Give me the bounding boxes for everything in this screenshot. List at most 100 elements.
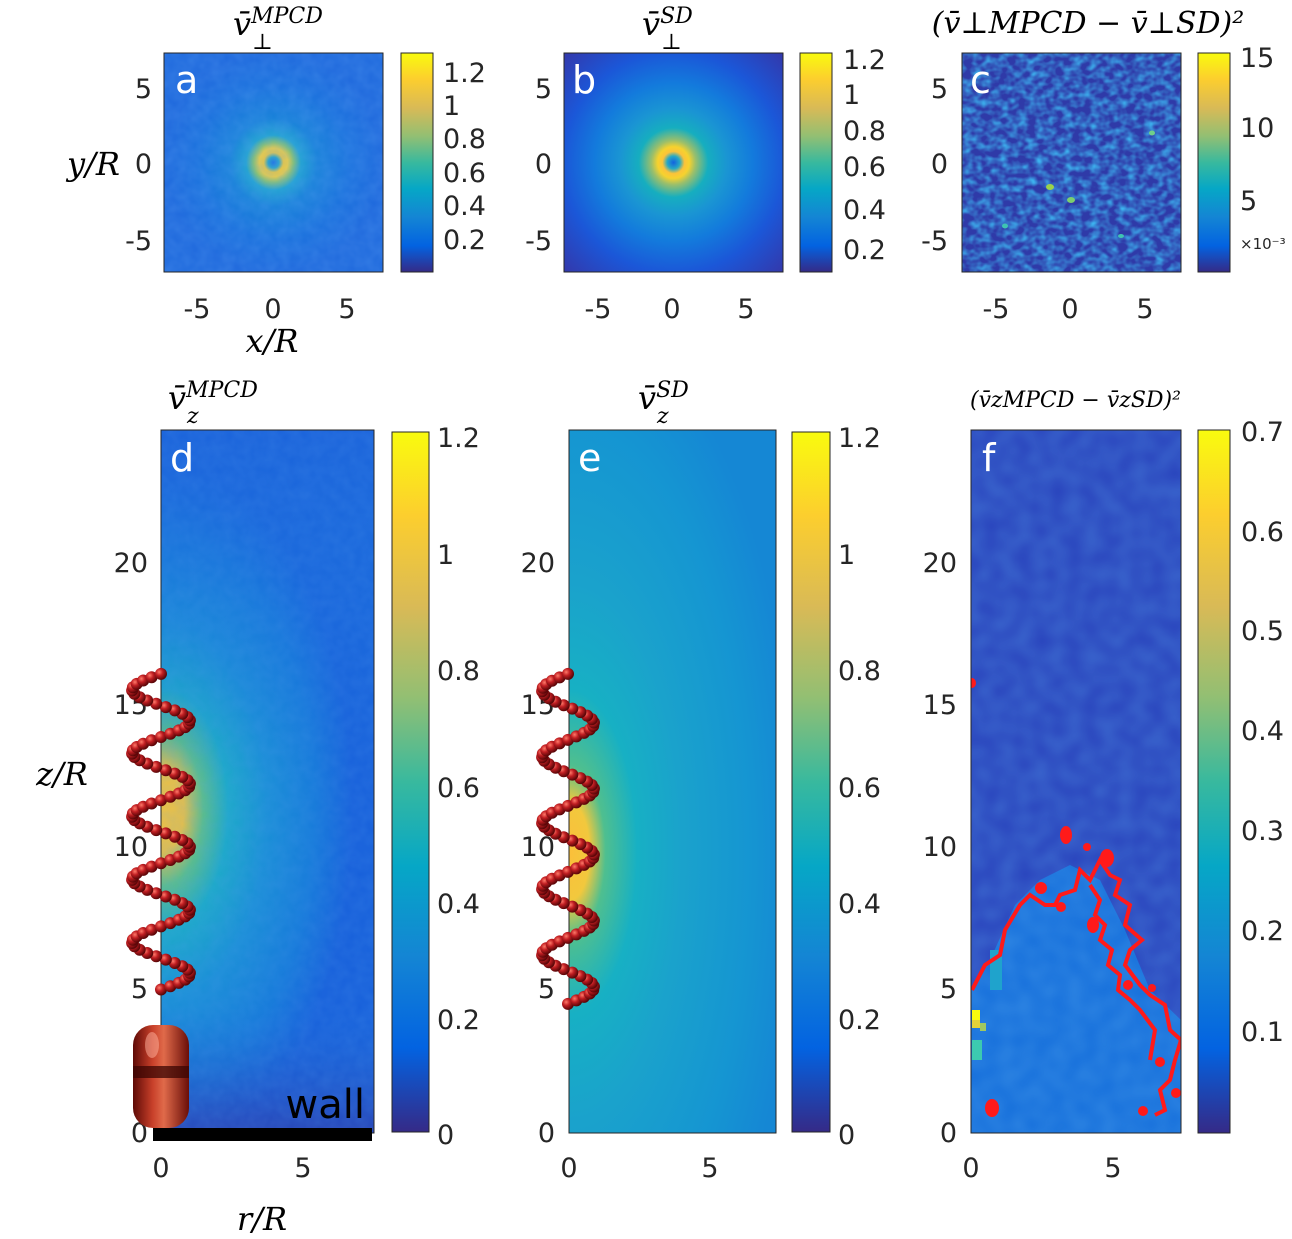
cell-body [133,1025,189,1128]
cbar-tick-a: 0.6 [443,158,486,189]
contour-island [1123,980,1133,990]
xtick-a: 0 [264,294,281,325]
wall-label: wall [286,1082,365,1128]
helix-d [126,667,196,996]
cbar-tick-d: 0.8 [437,656,480,687]
cbar-tick-d: 0 [437,1120,454,1151]
heatmap-c-noise [962,53,1181,272]
title-f: (v̄zMPCD − v̄zSD)² [970,388,1181,413]
ylabel-a: y/R [65,145,120,183]
ytick-b: 0 [535,149,552,180]
cbar-tick-a: 1 [443,91,460,122]
helix-bead [159,827,172,840]
cbar-tick-f: 0.1 [1241,1017,1284,1048]
contour-island [1083,843,1091,851]
cbar-tick-a: 0.8 [443,124,486,155]
cbar-tick-e: 0.4 [838,889,881,920]
helix-bead [150,824,163,837]
colorbar-a [400,52,434,273]
helix-bead [159,764,172,777]
contour-island [1155,1057,1165,1067]
panel-f: f (v̄zMPCD − v̄zSD)² 20 15 10 5 0 0 5 0.… [923,388,1284,1184]
cbar-tick-c: 15 [1240,43,1274,74]
cbar-tick-c: 5 [1240,186,1257,217]
ytick-c: 5 [931,74,948,105]
contour-island [1100,849,1114,867]
ytick-d: 5 [131,974,148,1005]
xtick-d: 0 [152,1153,169,1184]
helix-bead [159,890,172,903]
cbar-tick-e: 0.8 [838,656,881,687]
contour-f [971,678,1181,1117]
ytick-c: 0 [931,149,948,180]
helix-bead [145,797,158,810]
title-a: v̄MPCD ⊥ [233,4,323,55]
panel-label-f: f [982,436,997,480]
colorbar-f [1197,429,1231,1134]
cbar-tick-b: 0.4 [843,195,886,226]
ytick-f: 0 [940,1118,957,1149]
xlabel-d: r/R [237,1200,287,1238]
ylabel-d: z/R [35,755,88,793]
ytick-e: 5 [538,974,555,1005]
contour-island [1148,984,1156,992]
helix-bead [562,667,574,680]
title-c: (v̄⊥MPCD − v̄⊥SD)² [932,6,1244,41]
ytick-d: 10 [114,832,148,863]
title-e: v̄SD z [638,378,689,429]
helix-bead [145,734,158,747]
helix-bead [150,697,163,710]
panel-a: a v̄MPCD ⊥ 5 0 -5 -5 0 5 x/R y/R 1.2 1 0.… [65,4,486,360]
cbar-tick-c: 10 [1240,113,1274,144]
xtick-e: 0 [560,1153,577,1184]
panel-d: d v̄MPCD z 20 15 10 5 0 0 5 r/R z/R wall … [35,378,480,1238]
hotspots-c [1002,130,1155,238]
contour-line [1088,883,1158,1061]
panel-label-a: a [175,58,198,102]
panel-label-b: b [572,58,596,102]
helix-bead [168,767,181,780]
contour-island [1171,1088,1181,1098]
cbar-tick-a: 0.4 [443,191,486,222]
contour-island [971,678,976,688]
ytick-a: 5 [135,74,152,105]
panel-e: e v̄SD z 20 15 10 5 0 0 5 1.2 1 0.8 0.6 0… [521,378,881,1184]
colorbar-d [391,431,430,1133]
contour-island [1138,1106,1148,1116]
panel-b: b v̄SD ⊥ 5 0 -5 -5 0 5 1.2 1 0.8 0.6 0.4 … [525,4,886,325]
xtick-c: 5 [1136,294,1153,325]
cbar-tick-a: 0.2 [443,225,486,256]
cbar-tick-b: 1.2 [843,45,886,76]
cbar-exponent-c: ×10⁻³ [1240,235,1286,253]
cbar-tick-e: 0.2 [838,1005,881,1036]
xtick-b: -5 [585,294,612,325]
helix-bead [159,953,172,966]
ytick-e: 0 [538,1118,555,1149]
cbar-tick-f: 0.3 [1241,816,1284,847]
cbar-tick-a: 1.2 [443,58,486,89]
panel-label-c: c [970,58,991,102]
heatmap-a-noise [164,53,383,272]
title-b: v̄SD ⊥ [642,4,693,55]
helix-bead [168,830,181,843]
ytick-f: 20 [923,548,957,579]
helix-bead [155,857,167,870]
ytick-e: 20 [521,548,555,579]
ytick-b: 5 [535,74,552,105]
cbar-tick-d: 1.2 [437,423,480,454]
cbar-tick-b: 0.2 [843,235,886,266]
cbar-tick-d: 0.2 [437,1005,480,1036]
helix-e [536,667,600,1010]
cbar-tick-f: 0.7 [1241,417,1284,448]
ytick-f: 10 [923,832,957,863]
xtick-b: 5 [737,294,754,325]
panel-c: c (v̄⊥MPCD − v̄⊥SD)² 5 0 -5 -5 0 5 15 10… [921,6,1286,325]
cbar-tick-b: 0.6 [843,152,886,183]
colorbar-c [1197,52,1231,273]
cbar-tick-b: 0.8 [843,116,886,147]
ytick-e: 10 [521,832,555,863]
helix-bead [155,731,167,743]
cbar-tick-e: 0.6 [838,773,881,804]
contour-island [1087,917,1099,933]
